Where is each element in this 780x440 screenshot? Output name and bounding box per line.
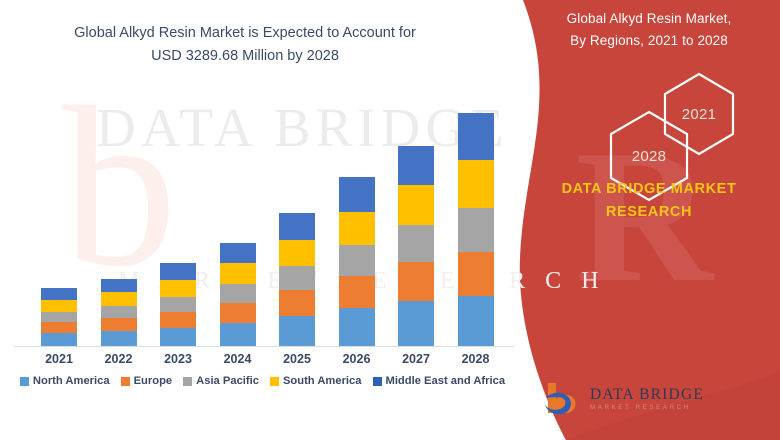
bar-segment: [279, 316, 315, 346]
bar-segment: [100, 331, 137, 346]
bar-segment: [338, 308, 375, 346]
background-watermark-title: DATA BRIDGE: [96, 97, 509, 158]
panel-title: Global Alkyd Resin Market, By Regions, 2…: [520, 8, 778, 52]
background-watermark-letter: b: [62, 59, 177, 314]
chart-title: Global Alkyd Resin Market is Expected to…: [20, 22, 470, 68]
legend-item[interactable]: South America: [269, 375, 362, 387]
x-label-2028: 2028: [461, 352, 490, 366]
legend-swatch-icon: [183, 376, 193, 386]
bar-segment: [41, 300, 77, 313]
bar-segment: [100, 306, 137, 319]
bar-segment: [398, 146, 434, 186]
x-axis-labels: 2021 2022 2023 2024 2025 2026 2027 2028: [0, 352, 525, 374]
bar-segment: [160, 296, 196, 312]
bar-segment: [457, 208, 494, 253]
legend-item[interactable]: North America: [19, 375, 110, 387]
legend-item[interactable]: Middle East and Africa: [372, 375, 506, 387]
bar-segment: [41, 333, 77, 346]
data-bridge-logo: DATA BRIDGE MARKET RESEARCH: [542, 376, 762, 422]
bar-segment: [279, 290, 315, 317]
chart-legend: North America Europe Asia Pacific South Ame…: [0, 375, 525, 387]
legend-swatch-icon: [372, 376, 382, 386]
bar-segment: [279, 213, 315, 241]
bar-segment: [160, 263, 196, 280]
bar-segment: [160, 311, 196, 328]
x-label-2027: 2027: [402, 352, 430, 366]
brand-text: DATA BRIDGE MARKET RESEARCH: [520, 178, 778, 224]
bar-segment: [457, 252, 494, 297]
bar-2023[interactable]: [160, 263, 196, 346]
x-label-2026: 2026: [342, 352, 371, 366]
chart-area: b DATA BRIDGE M A R K E T R E S E A R C …: [0, 22, 599, 387]
bar-segment: [160, 327, 196, 346]
legend-item[interactable]: Asia Pacific: [183, 375, 259, 387]
logo-subtitle: MARKET RESEARCH: [590, 404, 691, 412]
bar-2026[interactable]: [338, 177, 375, 346]
bar-2028[interactable]: [457, 113, 494, 346]
bar-segment: [160, 279, 196, 297]
bar-segment: [100, 318, 137, 331]
bar-segment: [457, 113, 494, 161]
x-label-2025: 2025: [283, 352, 311, 366]
right-panel: R Global Alkyd Resin Market, By Regions,…: [520, 0, 780, 440]
bar-2024[interactable]: [219, 243, 256, 346]
legend-swatch-icon: [120, 376, 130, 386]
x-label-2024: 2024: [223, 352, 252, 366]
legend-label: South America: [282, 375, 362, 387]
x-label-2021: 2021: [45, 352, 73, 366]
bar-2027[interactable]: [398, 146, 434, 346]
bar-segment: [398, 185, 434, 226]
bar-2021[interactable]: [41, 288, 77, 346]
bar-segment: [338, 177, 375, 212]
bar-segment: [219, 284, 256, 304]
bar-segment: [219, 263, 256, 285]
legend-label: North America: [32, 375, 110, 387]
plot-region: 2021 2022 2023 2024 2025 2026 2027 2028 North A…: [0, 113, 525, 387]
legend-swatch-icon: [19, 376, 29, 386]
legend-label: Middle East and Africa: [385, 375, 506, 387]
chart-title-line2: USD 3289.68 Million by 2028: [151, 48, 339, 64]
bar-segment: [457, 296, 494, 346]
bar-2022[interactable]: [100, 279, 137, 346]
x-label-2022: 2022: [104, 352, 133, 366]
bar-segment: [41, 312, 77, 323]
panel-title-line1: Global Alkyd Resin Market,: [566, 11, 732, 26]
legend-swatch-icon: [269, 376, 279, 386]
bar-segment: [100, 279, 137, 293]
bar-segment: [41, 288, 77, 301]
bar-segment: [338, 211, 375, 245]
legend-label: Europe: [133, 375, 173, 387]
bar-segment: [398, 262, 434, 302]
logo-title: DATA BRIDGE: [590, 385, 705, 403]
bar-segment: [100, 292, 137, 307]
bar-segment: [41, 322, 77, 334]
bar-segment: [219, 323, 256, 346]
bar-segment: [338, 275, 375, 309]
legend-item[interactable]: Europe: [120, 375, 173, 387]
data-bridge-logo-text: DATA BRIDGE MARKET RESEARCH: [590, 387, 704, 412]
x-axis-line: [14, 346, 514, 347]
brand-text-line2: RESEARCH: [605, 204, 693, 220]
bar-2025[interactable]: [279, 213, 315, 346]
brand-text-line1: DATA BRIDGE MARKET: [561, 181, 737, 197]
legend-label: Asia Pacific: [196, 375, 259, 387]
bar-segment: [219, 243, 256, 264]
bar-segment: [398, 301, 434, 346]
x-label-2023: 2023: [164, 352, 192, 366]
bar-segment: [219, 303, 256, 324]
bar-segment: [338, 244, 375, 276]
data-bridge-logo-icon: [542, 379, 582, 419]
panel-title-line2: By Regions, 2021 to 2028: [570, 33, 728, 48]
bar-segment: [279, 266, 315, 291]
bar-segment: [457, 160, 494, 209]
chart-title-line1: Global Alkyd Resin Market is Expected to…: [74, 25, 416, 41]
bar-segment: [398, 225, 434, 263]
bar-segment: [279, 240, 315, 267]
